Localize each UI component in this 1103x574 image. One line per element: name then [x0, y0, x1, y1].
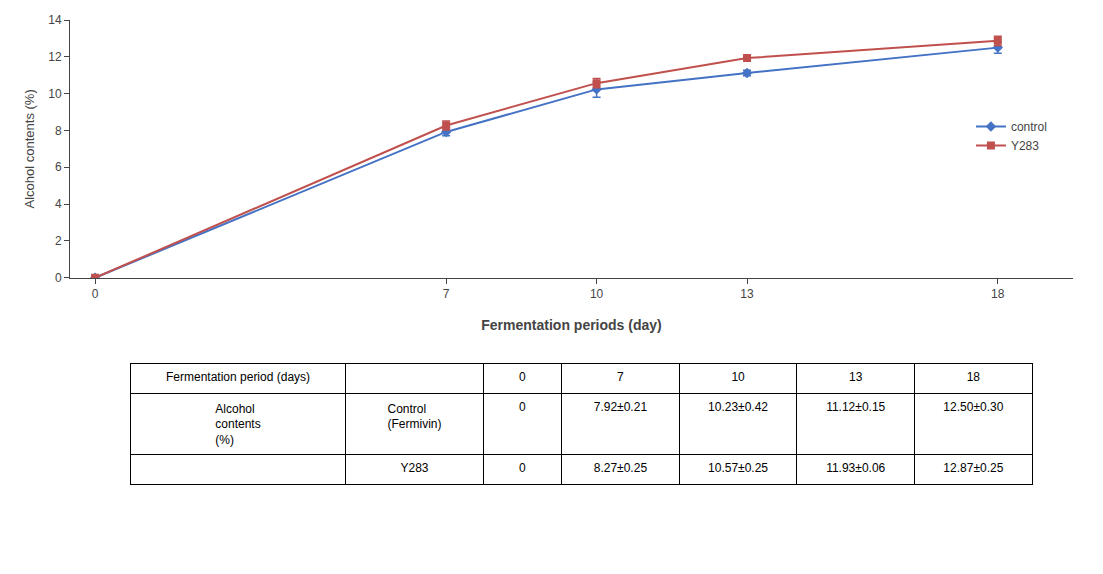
svg-text:Fermentation period (days): Fermentation period (days)	[166, 370, 310, 384]
svg-text:11.12±0.15: 11.12±0.15	[826, 400, 885, 414]
svg-text:control: control	[1011, 120, 1047, 134]
svg-text:12.87±0.25: 12.87±0.25	[943, 461, 1003, 475]
svg-text:10.57±0.25: 10.57±0.25	[708, 461, 768, 475]
svg-text:0: 0	[92, 287, 99, 301]
svg-text:8: 8	[55, 124, 62, 138]
svg-text:Alcohol contents (%): Alcohol contents (%)	[22, 89, 37, 208]
svg-text:0: 0	[519, 461, 526, 475]
svg-text:12: 12	[48, 50, 62, 64]
svg-text:4: 4	[55, 197, 62, 211]
svg-text:10.23±0.42: 10.23±0.42	[708, 400, 768, 414]
svg-text:18: 18	[991, 287, 1005, 301]
svg-text:18: 18	[967, 370, 981, 384]
svg-text:Control(Fermivin): Control(Fermivin)	[388, 402, 442, 432]
svg-text:10: 10	[48, 87, 62, 101]
svg-text:14: 14	[48, 13, 62, 27]
svg-text:6: 6	[55, 160, 62, 174]
svg-text:13: 13	[740, 287, 754, 301]
svg-text:Y283: Y283	[400, 461, 428, 475]
svg-text:7: 7	[617, 370, 624, 384]
svg-text:7.92±0.21: 7.92±0.21	[594, 400, 648, 414]
svg-text:11.93±0.06: 11.93±0.06	[826, 461, 885, 475]
svg-text:0: 0	[519, 370, 526, 384]
svg-text:0: 0	[55, 271, 62, 285]
svg-text:10: 10	[590, 287, 604, 301]
svg-text:7: 7	[443, 287, 450, 301]
svg-text:10: 10	[731, 370, 745, 384]
svg-text:2: 2	[55, 234, 62, 248]
svg-text:12.50±0.30: 12.50±0.30	[943, 400, 1003, 414]
svg-text:8.27±0.25: 8.27±0.25	[594, 461, 648, 475]
svg-text:Alcoholcontents(%): Alcoholcontents(%)	[215, 402, 260, 447]
svg-text:Y283: Y283	[1011, 139, 1039, 153]
svg-text:13: 13	[849, 370, 863, 384]
svg-text:Fermentation periods (day): Fermentation periods (day)	[481, 317, 661, 333]
svg-text:0: 0	[519, 400, 526, 414]
